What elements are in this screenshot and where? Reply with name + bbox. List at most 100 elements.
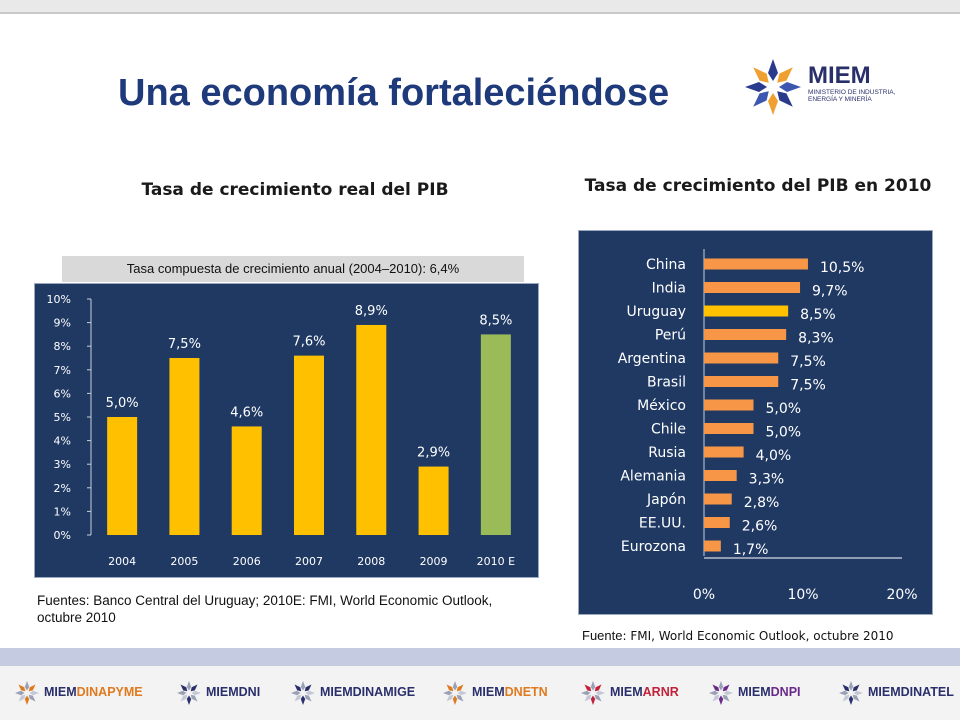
miem-star-icon <box>291 681 315 705</box>
star-petal <box>768 93 778 115</box>
star-petal <box>18 684 26 692</box>
x-tick-label: 20% <box>886 587 917 603</box>
data-label: 7,5% <box>168 337 201 352</box>
bar-eeuu <box>704 517 730 528</box>
data-label: 4,6% <box>230 405 263 420</box>
data-label: 8,9% <box>355 304 388 319</box>
bar-argentina <box>704 352 779 364</box>
star-petal <box>300 681 306 691</box>
bar-2005 <box>169 358 200 535</box>
star-petal <box>456 684 464 692</box>
y-tick-label: 10% <box>47 293 71 306</box>
data-label: 8,5% <box>479 313 512 328</box>
category-label: Alemania <box>620 469 686 485</box>
star-petal <box>29 690 39 696</box>
bar-2006 <box>231 426 262 535</box>
bar-2009 <box>418 466 449 535</box>
star-petal <box>768 59 778 81</box>
star-petal <box>753 91 769 107</box>
bar-alemania <box>704 470 737 481</box>
y-tick-label: 4% <box>54 435 71 448</box>
category-label: China <box>646 257 686 273</box>
star-petal <box>24 681 30 691</box>
star-petal <box>452 695 458 705</box>
star-petal <box>590 681 596 691</box>
bar-brasil <box>704 376 779 387</box>
star-petal <box>28 694 36 702</box>
right-source-note: Fuente: FMI, World Economic Outlook, oct… <box>582 628 894 643</box>
category-label: Argentina <box>618 351 686 367</box>
data-label: 5,0% <box>106 396 139 411</box>
star-petal <box>584 694 592 702</box>
logo-subtitle-line1: MINISTERIO DE INDUSTRIA, <box>808 89 896 96</box>
x-tick-label: 2004 <box>108 555 136 568</box>
footer-logo-prefix: MIEM <box>738 685 771 699</box>
star-petal <box>718 695 724 705</box>
star-petal <box>190 694 198 702</box>
data-label: 10,5% <box>820 260 864 276</box>
star-petal <box>839 690 849 696</box>
star-petal <box>712 694 720 702</box>
x-tick-label: 2010 E <box>477 555 515 568</box>
star-petal <box>452 681 458 691</box>
category-label: Brasil <box>647 375 686 391</box>
logo-name: MIEM <box>808 62 871 89</box>
category-label: Uruguay <box>627 304 687 320</box>
star-petal <box>291 690 301 696</box>
data-label: 2,8% <box>744 495 780 511</box>
star-petal <box>28 684 36 692</box>
miem-star-icon <box>443 681 467 705</box>
y-tick-label: 2% <box>54 482 71 495</box>
footer-logo-suffix: DNETN <box>504 685 548 699</box>
x-tick-label: 2007 <box>295 555 323 568</box>
gdp-2010-chart-svg: China 10,5% India 9,7% Uruguay 8,5% Perú 8,3% Ar… <box>618 249 918 603</box>
slide-title: Una economía fortaleciéndose <box>118 72 670 114</box>
star-petal <box>753 67 769 83</box>
star-petal <box>777 91 793 107</box>
footer-logo-name: MIEMDNETN <box>472 685 548 699</box>
star-petal <box>584 684 592 692</box>
star-petal <box>15 690 25 696</box>
star-petal <box>718 681 724 691</box>
star-petal <box>842 694 850 702</box>
y-tick-label: 3% <box>54 458 71 471</box>
bar-per <box>704 329 787 340</box>
gdp-growth-chart-svg: 0% 1% 2% 3% 4% 5% 6% 7% 8% 9% 10% 5,0% 2004 7,5% 2005 4… <box>47 293 516 568</box>
data-label: 9,7% <box>812 284 848 300</box>
star-petal <box>723 690 733 696</box>
star-petal <box>848 695 854 705</box>
data-label: 8,3% <box>798 331 834 347</box>
star-petal <box>848 681 854 691</box>
data-label: 5,0% <box>766 401 802 417</box>
bar-2007 <box>294 355 324 535</box>
star-petal <box>180 694 188 702</box>
footer-logo-name: MIEMDINATEL <box>868 685 954 699</box>
star-petal <box>456 694 464 702</box>
bar-chile <box>704 423 754 434</box>
star-petal <box>712 684 720 692</box>
footer-logo-name: MIEMARNR <box>610 685 679 699</box>
data-label: 2,6% <box>742 519 778 535</box>
star-petal <box>590 695 596 705</box>
bar-japn <box>704 493 732 505</box>
star-petal <box>722 694 730 702</box>
miem-star-icon <box>177 681 201 705</box>
footer-logo-suffix: DNPI <box>770 685 801 699</box>
footer-logo-suffix: DINAMIGE <box>352 685 416 699</box>
x-tick-label: 0% <box>693 587 715 603</box>
top-divider <box>0 12 960 14</box>
footer-logos: MIEMDINAPYME MIEMDNI MIEMDINAMIGE MIEMDNETN… <box>0 666 960 720</box>
star-petal <box>443 690 453 696</box>
star-petal <box>842 684 850 692</box>
bar-rusia <box>704 446 744 458</box>
star-petal <box>594 684 602 692</box>
star-petal <box>779 82 801 92</box>
footer-logo-prefix: MIEM <box>610 685 643 699</box>
y-tick-label: 1% <box>54 505 71 518</box>
miem-star-icon <box>839 681 863 705</box>
star-petal <box>18 694 26 702</box>
star-petal <box>594 694 602 702</box>
miem-star-icon <box>15 681 39 705</box>
footer-logo-name: MIEMDINAMIGE <box>320 685 415 699</box>
category-label: Eurozona <box>621 539 686 555</box>
